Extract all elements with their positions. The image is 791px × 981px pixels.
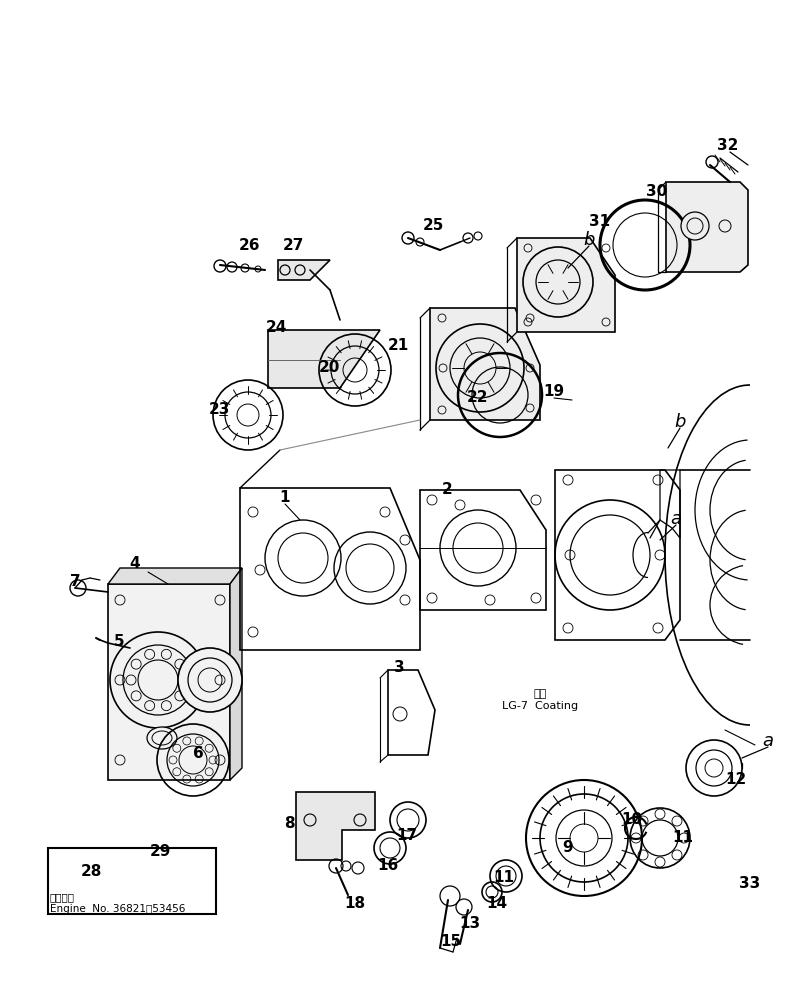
Text: 22: 22 — [467, 390, 489, 405]
Text: 15: 15 — [441, 935, 462, 950]
Text: b: b — [674, 413, 686, 431]
Polygon shape — [296, 792, 375, 860]
Ellipse shape — [147, 727, 177, 749]
Text: 21: 21 — [388, 337, 409, 352]
Text: 32: 32 — [717, 137, 739, 152]
Text: 20: 20 — [318, 359, 339, 375]
Circle shape — [178, 648, 242, 712]
Text: 8: 8 — [284, 815, 294, 831]
Text: a: a — [671, 510, 682, 528]
Text: 適用号機
Engine  No. 36821～53456: 適用号機 Engine No. 36821～53456 — [50, 892, 185, 913]
Text: 30: 30 — [646, 184, 668, 199]
Polygon shape — [108, 568, 242, 584]
Text: 31: 31 — [589, 215, 611, 230]
Text: 7: 7 — [70, 574, 81, 589]
Polygon shape — [517, 238, 615, 332]
Text: 24: 24 — [265, 320, 286, 335]
Text: 12: 12 — [725, 772, 747, 788]
Polygon shape — [278, 260, 330, 280]
Text: a: a — [763, 732, 774, 750]
Text: 5: 5 — [114, 634, 124, 648]
Text: 4: 4 — [130, 556, 140, 572]
Text: 33: 33 — [740, 876, 761, 892]
Circle shape — [110, 632, 206, 728]
Text: 23: 23 — [208, 401, 229, 417]
Text: 3: 3 — [394, 660, 404, 676]
Text: 塗布
LG-7  Coating: 塗布 LG-7 Coating — [502, 690, 578, 711]
Polygon shape — [430, 308, 540, 420]
Text: 14: 14 — [486, 897, 508, 911]
Circle shape — [681, 212, 709, 240]
Text: 11: 11 — [672, 831, 694, 846]
Text: 1: 1 — [280, 490, 290, 505]
Text: 6: 6 — [193, 747, 203, 761]
Text: 27: 27 — [282, 238, 304, 253]
Polygon shape — [666, 182, 748, 272]
Text: 17: 17 — [396, 829, 418, 844]
Text: 29: 29 — [149, 844, 171, 858]
Text: 26: 26 — [238, 238, 259, 253]
Text: 25: 25 — [422, 218, 444, 232]
Text: 11: 11 — [494, 869, 514, 885]
Polygon shape — [268, 330, 380, 388]
Text: 10: 10 — [622, 812, 642, 828]
Text: 9: 9 — [562, 841, 573, 855]
Text: b: b — [583, 231, 595, 249]
Polygon shape — [108, 584, 230, 780]
Text: 13: 13 — [460, 916, 481, 932]
Polygon shape — [230, 568, 242, 780]
Text: 19: 19 — [543, 385, 565, 399]
Text: 18: 18 — [344, 897, 365, 911]
Text: 2: 2 — [441, 483, 452, 497]
Text: 28: 28 — [81, 864, 102, 880]
Bar — [48, 848, 216, 914]
Text: 16: 16 — [377, 858, 399, 873]
